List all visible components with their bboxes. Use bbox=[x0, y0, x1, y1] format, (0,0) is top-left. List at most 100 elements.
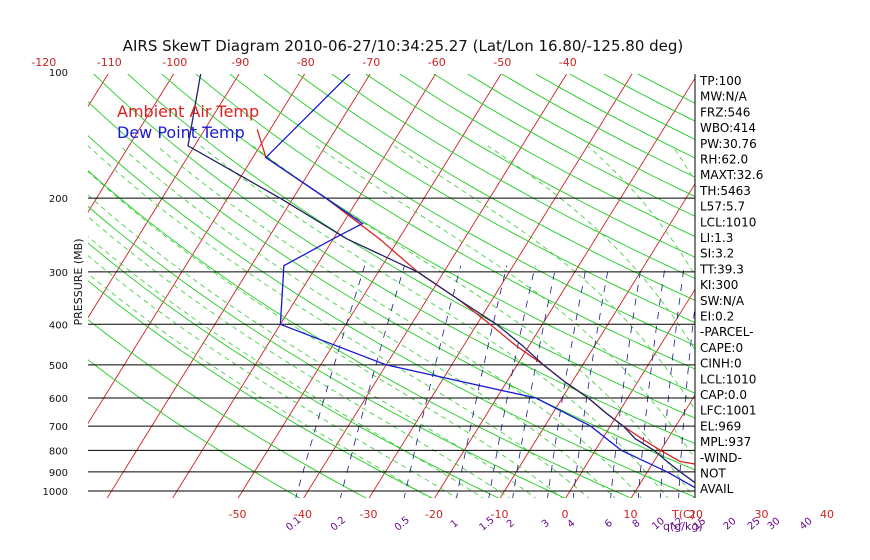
pressure-tick-label: 600 bbox=[49, 394, 68, 405]
mixing-ratio-lines bbox=[295, 265, 811, 500]
mixing-ratio-line bbox=[488, 265, 536, 498]
stability-index-item: -WIND- bbox=[700, 451, 742, 465]
bottom-temp-tick-label: 20 bbox=[689, 508, 703, 521]
stability-index-item: TT:39.3 bbox=[699, 262, 744, 276]
moist-adiabat bbox=[88, 255, 458, 498]
bottom-temp-tick-label: -40 bbox=[294, 508, 312, 521]
stability-index-item: MAXT:32.6 bbox=[700, 168, 763, 182]
mixing-ratio-line bbox=[403, 265, 462, 498]
bottom-temperature-ticks: -50 -40 -30 -20 -10 0 10 20 30 40 bbox=[229, 508, 834, 521]
dry-adiabat bbox=[88, 319, 367, 498]
legend-entry-ambient-air-temp: Ambient Air Temp bbox=[117, 102, 259, 121]
moist-adiabat bbox=[88, 145, 590, 498]
mixing-ratio-tick-label: 4 bbox=[565, 518, 577, 531]
mixing-ratio-line bbox=[659, 265, 685, 498]
mixing-ratio-tick-label: 1 bbox=[449, 518, 461, 531]
dry-adiabat bbox=[263, 74, 695, 324]
dry-adiabat bbox=[467, 74, 695, 197]
mixing-ratio-line bbox=[295, 265, 366, 498]
dry-adiabat bbox=[365, 74, 695, 258]
stability-index-item: NOT bbox=[700, 467, 726, 481]
stability-index-item: CAPE:0 bbox=[700, 341, 743, 355]
dry-adiabat bbox=[88, 170, 632, 498]
bottom-temp-tick-label: -10 bbox=[491, 508, 509, 521]
mixing-ratio-tick-label: 0.5 bbox=[393, 515, 412, 534]
isotherm bbox=[88, 74, 175, 213]
top-temp-tick-label: -80 bbox=[297, 56, 315, 69]
bottom-temp-tick-label: 40 bbox=[820, 508, 834, 521]
dry-adiabat bbox=[88, 101, 695, 471]
bottom-temp-tick-label: 10 bbox=[624, 508, 638, 521]
stability-index-item: KI:300 bbox=[700, 278, 738, 292]
pressure-tick-labels: 100 200 300 400 500 600 700 800 900 1000 bbox=[43, 68, 68, 498]
isotherm bbox=[0, 63, 50, 500]
stability-index-item: LFC:1001 bbox=[700, 404, 757, 418]
stability-index-item: SI:3.2 bbox=[700, 247, 734, 261]
stability-index-item: WBO:414 bbox=[700, 121, 756, 135]
dry-adiabat bbox=[297, 74, 695, 301]
mixing-ratio-line bbox=[572, 265, 610, 498]
isotherm bbox=[434, 77, 695, 498]
dry-adiabat bbox=[88, 135, 695, 498]
pressure-tick-label: 100 bbox=[49, 68, 68, 79]
isotherm bbox=[303, 74, 568, 498]
mixing-ratio-tick-label: 8 bbox=[631, 518, 643, 531]
mixing-ratio-unit-label: q(g/kg) bbox=[663, 520, 703, 533]
stability-index-item: TH:5463 bbox=[699, 184, 751, 198]
bottom-temp-tick-label: -50 bbox=[229, 508, 247, 521]
stability-index-item: PW:30.76 bbox=[700, 137, 757, 151]
isotherm bbox=[827, 63, 870, 500]
stability-index-item: CINH:0 bbox=[700, 357, 742, 371]
mixing-ratio-line bbox=[637, 265, 666, 498]
top-temp-tick-label: -60 bbox=[428, 56, 446, 69]
stability-index-item: -PARCEL- bbox=[700, 325, 754, 339]
isotherm bbox=[88, 74, 306, 425]
isotherm bbox=[368, 74, 633, 498]
top-temp-tick-label: -40 bbox=[559, 56, 577, 69]
stability-index-item: SW:N/A bbox=[700, 294, 745, 308]
stability-index-item: CAP:0.0 bbox=[700, 388, 747, 402]
isotherm bbox=[630, 394, 695, 498]
mixing-ratio-line bbox=[806, 266, 811, 500]
mixing-ratio-tick-label: 20 bbox=[722, 516, 739, 533]
stability-index-item: MPL:937 bbox=[700, 435, 751, 449]
dry-adiabat bbox=[399, 74, 695, 237]
stability-index-item: MW:N/A bbox=[700, 90, 748, 104]
isotherm bbox=[499, 182, 695, 498]
mixing-ratio-tick-label: 0.2 bbox=[329, 515, 348, 534]
legend: Ambient Air Temp Dew Point Temp bbox=[117, 102, 259, 142]
isotherm bbox=[106, 74, 371, 498]
mixing-ratio-line bbox=[547, 265, 587, 498]
dry-adiabat bbox=[88, 205, 566, 498]
dry-adiabat bbox=[501, 74, 695, 178]
moist-adiabat bbox=[252, 145, 695, 498]
dry-adiabat bbox=[229, 74, 695, 347]
isobars bbox=[88, 197, 695, 492]
dry-adiabat bbox=[88, 280, 434, 498]
series-line-ambient-air-temp bbox=[256, 129, 695, 465]
series-line-parcel bbox=[187, 74, 695, 484]
moist-adiabat bbox=[156, 145, 642, 498]
stability-index-item: L57:5.7 bbox=[700, 200, 745, 214]
stability-index-item: EI:0.2 bbox=[700, 310, 734, 324]
moist-adiabat bbox=[737, 146, 852, 500]
dry-adiabat bbox=[331, 74, 695, 280]
pressure-tick-label: 800 bbox=[49, 446, 68, 457]
mixing-ratio-line bbox=[512, 265, 557, 498]
bottom-temp-tick-label: 0 bbox=[562, 508, 569, 521]
top-temp-tick-label: -120 bbox=[31, 56, 56, 69]
mixing-ratio-tick-label: 2 bbox=[505, 518, 517, 531]
dry-adiabat bbox=[88, 242, 500, 498]
mixing-ratio-line bbox=[456, 265, 508, 498]
sounding-series bbox=[187, 74, 695, 489]
mixing-ratio-tick-label: 6 bbox=[603, 518, 615, 531]
top-temperature-ticks: -120 -110 -100 -90 -80 -70 -60 -50 -40 bbox=[31, 56, 576, 69]
bottom-temp-tick-label: -30 bbox=[360, 508, 378, 521]
pressure-tick-label: 500 bbox=[49, 361, 68, 372]
stability-index-item: LCL:1010 bbox=[700, 215, 756, 229]
dry-adiabat bbox=[195, 74, 695, 370]
dry-adiabat bbox=[88, 359, 301, 498]
plot-area bbox=[0, 63, 870, 500]
